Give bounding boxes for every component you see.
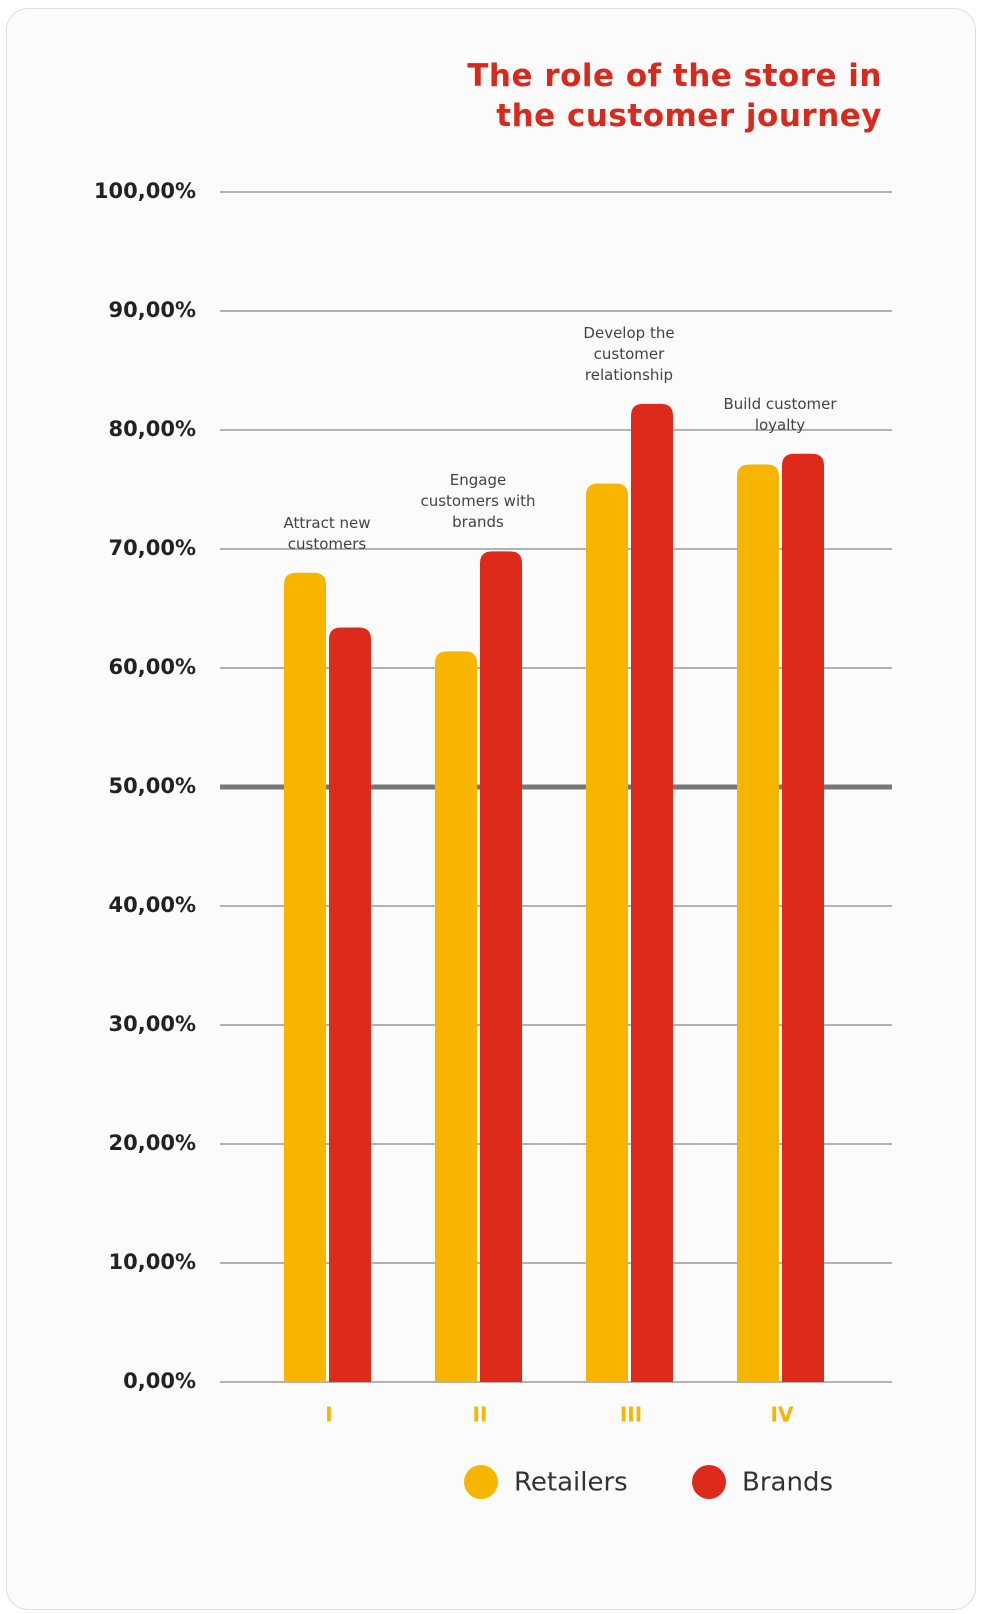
bar bbox=[631, 403, 673, 1382]
bar bbox=[586, 483, 628, 1382]
x-tick-label: I bbox=[325, 1403, 332, 1427]
bar bbox=[284, 572, 326, 1382]
legend-marker bbox=[464, 1465, 498, 1499]
bar bbox=[435, 651, 477, 1382]
x-tick-label: II bbox=[473, 1403, 488, 1427]
legend-marker bbox=[692, 1465, 726, 1499]
y-tick-label: 30,00% bbox=[109, 1012, 196, 1036]
bar bbox=[329, 627, 371, 1382]
annotation: Develop the customer relationship bbox=[583, 323, 675, 384]
y-tick-label: 0,00% bbox=[123, 1369, 196, 1393]
annotation: Build customer loyalty bbox=[723, 394, 837, 434]
chart-title: The role of the store in the customer jo… bbox=[467, 58, 882, 134]
y-tick-label: 10,00% bbox=[109, 1250, 196, 1274]
y-tick-label: 80,00% bbox=[109, 417, 196, 441]
annotation: Attract new customers bbox=[283, 513, 371, 553]
y-tick-label: 100,00% bbox=[94, 179, 196, 203]
x-tick-label: III bbox=[620, 1403, 642, 1427]
y-tick-label: 90,00% bbox=[109, 298, 196, 322]
y-tick-label: 60,00% bbox=[109, 655, 196, 679]
y-tick-label: 70,00% bbox=[109, 536, 196, 560]
legend-label: Brands bbox=[742, 1468, 833, 1498]
y-tick-label: 40,00% bbox=[109, 893, 196, 917]
annotation: Engage customers with brands bbox=[420, 471, 536, 532]
x-tick-label: IV bbox=[771, 1403, 794, 1427]
bar bbox=[737, 464, 779, 1382]
bar bbox=[480, 551, 522, 1382]
y-tick-label: 50,00% bbox=[109, 774, 196, 798]
legend-label: Retailers bbox=[514, 1468, 628, 1498]
y-tick-label: 20,00% bbox=[109, 1131, 196, 1155]
bar bbox=[782, 453, 824, 1382]
